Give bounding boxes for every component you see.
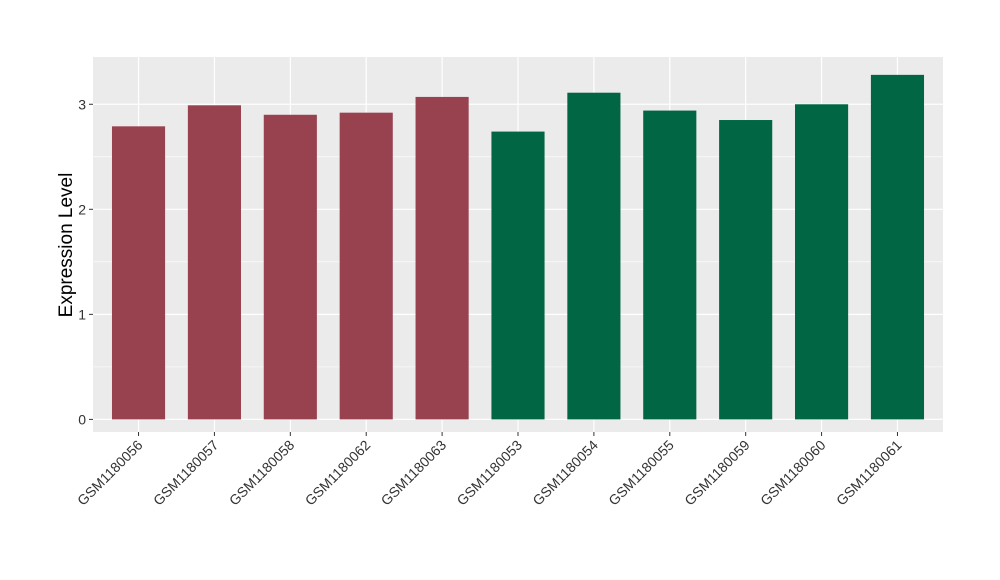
x-tick-label: GSM1180056	[74, 437, 146, 509]
bar-GSM1180057	[187, 105, 241, 420]
x-tick-label: GSM1180060	[757, 437, 829, 509]
x-tick-label: GSM1180053	[453, 437, 525, 509]
bar-GSM1180062	[339, 112, 393, 420]
bar-GSM1180060	[795, 104, 849, 420]
bar-GSM1180056	[111, 126, 166, 420]
x-tick-label: GSM1180055	[605, 437, 677, 509]
bar-GSM1180061	[870, 74, 925, 420]
bars	[111, 74, 925, 420]
bar-GSM1180058	[263, 114, 317, 420]
bar-GSM1180055	[643, 110, 697, 420]
x-tick-label: GSM1180057	[150, 437, 222, 509]
bar-GSM1180054	[567, 92, 621, 420]
y-tick-label: 3	[78, 96, 86, 112]
x-tick-label: GSM1180063	[378, 437, 450, 509]
y-axis: 0 1 2 3	[78, 96, 93, 427]
y-tick-label: 0	[78, 411, 86, 427]
y-tick-label: 1	[78, 306, 86, 322]
x-tick-label: GSM1180054	[529, 437, 601, 509]
y-tick-label: 2	[78, 201, 86, 217]
bar-GSM1180053	[491, 131, 545, 420]
x-axis: GSM1180056 GSM1180057 GSM1180058 GSM1180062…	[74, 432, 905, 508]
x-tick-label: GSM1180061	[833, 437, 905, 509]
y-axis-title: Expression Level	[56, 173, 77, 318]
x-tick-label: GSM1180062	[302, 437, 374, 509]
x-tick-label: GSM1180059	[681, 437, 753, 509]
x-tick-label: GSM1180058	[226, 437, 298, 509]
bar-GSM1180059	[719, 120, 773, 420]
bar-GSM1180063	[415, 96, 469, 420]
